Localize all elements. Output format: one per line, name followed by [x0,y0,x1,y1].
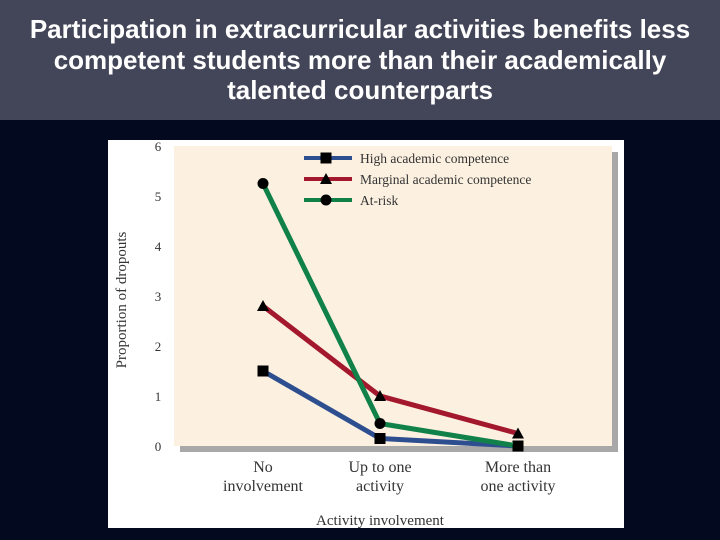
data-point [374,433,386,444]
line-chart: 0 1 2 3 4 5 6 Proportion of dropouts High academ… [114,140,618,528]
x-tick-label: No [253,459,273,476]
slide-title: Participation in extracurricular activit… [29,13,691,106]
y-tick-label: 4 [155,239,162,254]
y-tick-label: 0 [155,439,162,454]
data-point [374,390,386,401]
data-point [512,427,524,439]
x-tick-label: involvement [223,478,304,495]
x-tick-label: Up to one [348,459,411,476]
data-point [512,440,524,452]
y-tick-label: 2 [155,339,162,354]
data-point [374,418,386,429]
x-axis-label: Activity involvement [316,513,445,528]
legend-entry: At-risk [360,193,398,208]
y-tick-label: 1 [155,389,162,404]
y-tick-label: 6 [155,140,162,154]
y-axis-label: Proportion of dropouts [114,232,130,369]
legend-entry: Marginal academic competence [360,172,531,187]
x-tick-label: More than [485,459,551,476]
chart-figure: 0 1 2 3 4 5 6 Proportion of dropouts High academ… [108,140,624,528]
y-tick-label: 3 [155,289,162,304]
data-point [257,300,269,311]
legend-marker [320,173,332,184]
legend-entry: High academic competence [360,151,509,166]
data-point [257,365,269,377]
legend-marker [320,152,332,164]
y-tick-label: 5 [155,189,162,204]
x-tick-label: activity [356,478,404,495]
legend-marker [320,194,332,206]
title-band: Participation in extracurricular activit… [0,0,720,120]
data-point [257,178,269,189]
plot-area [174,146,612,446]
x-tick-label: one activity [480,478,555,495]
